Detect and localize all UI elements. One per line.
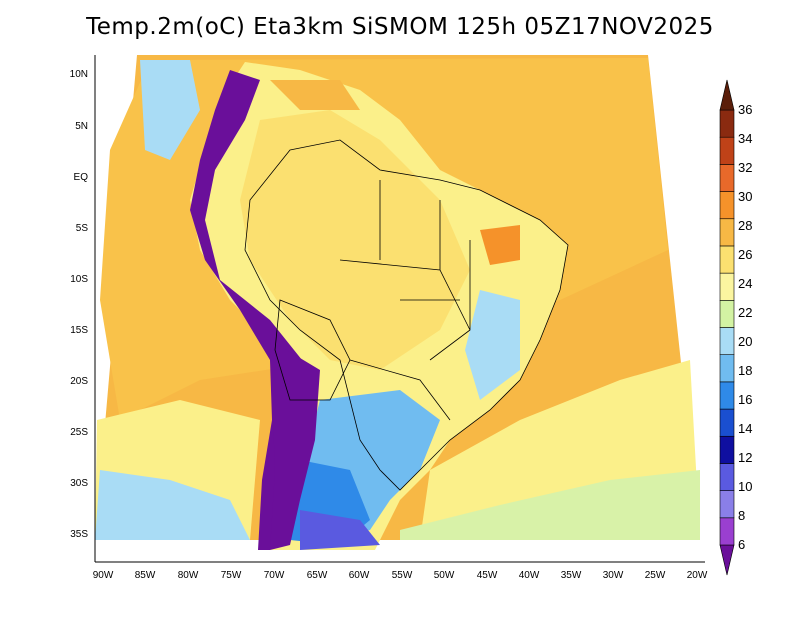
- colorbar-swatch: [719, 354, 735, 383]
- ocean-north-pacific-cool: [140, 60, 200, 160]
- colorbar-label: 20: [738, 334, 752, 349]
- colorbar-label: 8: [738, 508, 745, 523]
- colorbar-swatch: [719, 435, 735, 464]
- lon-label: 35W: [561, 570, 582, 581]
- patagonia-cool: [300, 510, 380, 550]
- lon-label: 45W: [477, 570, 498, 581]
- ocean-south-atlantic-cool: [400, 470, 700, 540]
- colorbar: [719, 79, 735, 576]
- lat-label: 15S: [70, 325, 88, 336]
- colorbar-swatch: [719, 191, 735, 220]
- longitude-labels: 90W 85W 80W 75W 70W 65W 60W 55W 50W 45W …: [93, 570, 708, 581]
- lon-label: 80W: [178, 570, 199, 581]
- amazon-warm-region: [240, 110, 470, 370]
- colorbar-swatch: [719, 490, 735, 519]
- lon-label: 65W: [307, 570, 328, 581]
- colorbar-label: 16: [738, 392, 752, 407]
- southeast-highlands-cool: [465, 290, 520, 400]
- border-brazil: [244, 139, 569, 491]
- lat-label: 5S: [76, 223, 89, 234]
- lat-label: 10S: [70, 274, 88, 285]
- andes-cold-south: [270, 340, 320, 550]
- lon-label: 50W: [434, 570, 455, 581]
- colorbar-label: 12: [738, 450, 752, 465]
- colorbar-label: 30: [738, 189, 752, 204]
- colorbar-label: 14: [738, 421, 752, 436]
- colorbar-swatch: [719, 327, 735, 355]
- colorbar-swatch: [719, 300, 735, 328]
- colorbar-swatch: [719, 272, 735, 301]
- colorbar-swatch: [719, 381, 735, 410]
- lon-label: 85W: [135, 570, 156, 581]
- colorbar-swatch: [719, 164, 735, 192]
- colorbar-max-arrow: [719, 79, 735, 111]
- lon-label: 75W: [221, 570, 242, 581]
- lat-label: 10N: [70, 69, 88, 80]
- colorbar-swatch: [719, 517, 735, 546]
- border-states: [339, 180, 471, 421]
- colorbar-swatch: [719, 136, 735, 165]
- venezuela-warm: [270, 80, 360, 110]
- ocean-south-pacific-cool: [95, 470, 250, 540]
- lon-label: 55W: [392, 570, 413, 581]
- lon-label: 20W: [687, 570, 708, 581]
- latitude-labels: 10N 5N EQ 5S 10S 15S 20S 25S 30S 35S: [70, 69, 89, 540]
- colorbar-swatch: [719, 109, 735, 138]
- lon-label: 60W: [349, 570, 370, 581]
- colorbar-swatch: [719, 463, 735, 491]
- lat-label: 30S: [70, 478, 88, 489]
- lat-label: 35S: [70, 529, 88, 540]
- colorbar-label: 34: [738, 131, 752, 146]
- lon-label: 40W: [519, 570, 540, 581]
- colorbar-label: 6: [738, 537, 745, 552]
- colorbar-label: 28: [738, 218, 752, 233]
- lon-label: 90W: [93, 570, 114, 581]
- lon-label: 30W: [603, 570, 624, 581]
- lat-label: 20S: [70, 376, 88, 387]
- lat-label: EQ: [74, 172, 89, 183]
- lat-label: 25S: [70, 427, 88, 438]
- lon-label: 70W: [264, 570, 285, 581]
- colorbar-label: 22: [738, 305, 752, 320]
- colorbar-label: 10: [738, 479, 752, 494]
- map-title: Temp.2m(oC) Eta3km SiSMOM 125h 05Z17NOV2…: [86, 14, 714, 40]
- colorbar-min-arrow: [719, 544, 735, 576]
- colorbar-label: 18: [738, 363, 752, 378]
- colorbar-swatch: [719, 408, 735, 437]
- colorbar-labels: 6 8 10 12 14 16 18 20 22 24 26 28 30 32 …: [738, 102, 752, 552]
- colorbar-label: 36: [738, 102, 752, 117]
- colorbar-swatch: [719, 245, 735, 274]
- northeast-hot-spot: [480, 225, 520, 265]
- lat-label: 5N: [75, 121, 88, 132]
- colorbar-label: 32: [738, 160, 752, 175]
- lon-label: 25W: [645, 570, 666, 581]
- border-bolivia: [274, 299, 351, 401]
- borders: [244, 139, 569, 491]
- colorbar-swatch: [719, 218, 735, 247]
- colorbar-label: 24: [738, 276, 752, 291]
- colorbar-label: 26: [738, 247, 752, 262]
